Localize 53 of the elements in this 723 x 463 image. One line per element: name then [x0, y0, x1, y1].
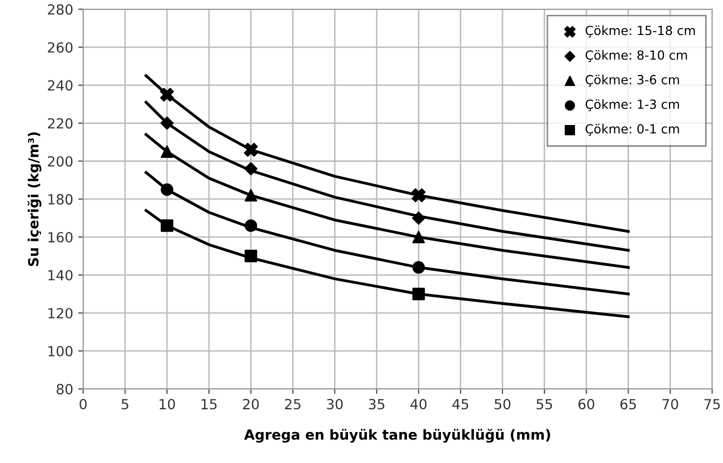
- y-tick-label: 140: [48, 270, 72, 280]
- y-tick-label: 120: [48, 308, 72, 318]
- y-tick-label: 160: [48, 232, 72, 243]
- x-axis-title: Agrega en büyük tane büyüklüğü (mm): [244, 428, 550, 443]
- x-tick-label: 10: [160, 398, 175, 410]
- x-tick-label: 15: [202, 399, 217, 410]
- x-tick-label: 55: [536, 399, 552, 410]
- point: [160, 219, 174, 232]
- x-tick-label: 0: [80, 398, 87, 410]
- point: [244, 219, 258, 232]
- point: [412, 230, 425, 244]
- point: [412, 188, 426, 202]
- x-tick-label: 5: [122, 399, 128, 410]
- x-tick-label: 50: [494, 398, 510, 410]
- line-series: [144, 209, 630, 318]
- x-tick-label: 30: [326, 398, 343, 410]
- point: [160, 183, 174, 196]
- point: [244, 142, 258, 157]
- y-tick-label: 240: [48, 80, 72, 91]
- line-series: [144, 100, 630, 252]
- y-tick-label: 80: [56, 384, 72, 394]
- y-tick-label: 220: [48, 118, 72, 129]
- y-tick-label: 260: [48, 42, 72, 53]
- x-tick-label: 70: [662, 398, 678, 410]
- x-tick-label: 20: [243, 398, 259, 410]
- y-tick-label: 180: [48, 194, 72, 205]
- point: [244, 189, 258, 202]
- legend-label: Çökme: 15-18 cm: [586, 26, 695, 38]
- y-tick-label: 280: [48, 4, 72, 15]
- legend-label: Çökme: 3-6 cm: [586, 74, 679, 87]
- y-axis-title: Su içeriği (kg/m³): [27, 132, 42, 266]
- x-tick-label: 45: [452, 399, 468, 410]
- point: [412, 288, 425, 300]
- x-tick-label: 75: [704, 399, 720, 410]
- point: [244, 250, 258, 262]
- point: [244, 162, 258, 176]
- point: [412, 261, 425, 274]
- x-tick-label: 65: [620, 398, 636, 410]
- y-tick-label: 200: [48, 156, 72, 167]
- point: [160, 145, 174, 158]
- x-tick-label: 40: [410, 398, 427, 410]
- line-series: [144, 171, 630, 296]
- legend-label: Çökme: 1-3 cm: [586, 99, 679, 112]
- line-series: [144, 74, 630, 233]
- legend-label: Çökme: 0-1 cm: [586, 124, 679, 136]
- point: [160, 88, 174, 102]
- point: [160, 116, 174, 130]
- x-tick-label: 60: [578, 398, 594, 410]
- x-tick-label: 25: [284, 398, 300, 410]
- y-tick-label: 100: [48, 346, 72, 356]
- point: [412, 211, 426, 225]
- x-tick-label: 35: [368, 398, 384, 410]
- legend-label: Çökme: 8-10 cm: [586, 50, 687, 62]
